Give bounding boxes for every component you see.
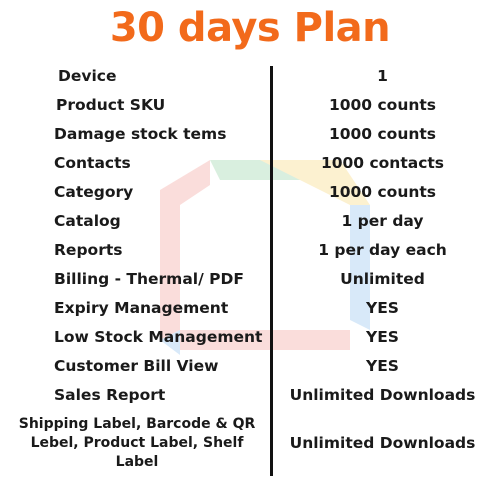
feature-label: Damage stock tems [54, 125, 227, 143]
feature-label: Reports [54, 241, 123, 259]
feature-label: Product SKU [56, 96, 166, 114]
feature-value: 1000 contacts [320, 154, 445, 172]
feature-value: YES [366, 357, 399, 375]
feature-value: YES [366, 299, 399, 317]
feature-label: Customer Bill View [54, 357, 219, 375]
feature-value: Unlimited Downloads [289, 386, 476, 404]
feature-label: Billing - Thermal/ PDF [54, 270, 244, 288]
feature-value: 1 [377, 67, 388, 85]
feature-value: Unlimited [340, 270, 425, 288]
page-title: 30 days Plan [109, 5, 391, 51]
feature-label: Sales Report [54, 386, 166, 404]
feature-label: Category [54, 183, 134, 201]
feature-label: Device [58, 67, 117, 85]
feature-value: 1 per day [341, 212, 424, 230]
feature-label: Low Stock Management [54, 328, 263, 346]
feature-value: Unlimited Downloads [289, 434, 476, 452]
feature-label: Shipping Label, Barcode & QR Lebel, Prod… [18, 416, 256, 470]
feature-label: Expiry Management [54, 299, 229, 317]
feature-value: 1000 counts [328, 183, 437, 201]
feature-value: 1000 counts [328, 96, 437, 114]
feature-label: Contacts [54, 154, 131, 172]
feature-value: 1 per day each [318, 241, 447, 259]
column-divider [270, 66, 273, 476]
feature-label: Catalog [54, 212, 121, 230]
house-logo-watermark [160, 160, 370, 355]
feature-value: 1000 counts [328, 125, 437, 143]
feature-value: YES [366, 328, 399, 346]
